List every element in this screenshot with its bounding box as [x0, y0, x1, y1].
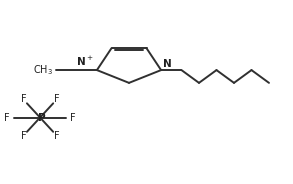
Text: F: F: [4, 113, 9, 123]
Text: F: F: [21, 131, 26, 141]
Text: N$^+$: N$^+$: [76, 55, 94, 68]
Text: F: F: [54, 131, 59, 141]
Text: F: F: [21, 94, 26, 104]
Text: F: F: [70, 113, 76, 123]
Text: P: P: [38, 113, 45, 123]
Text: N: N: [163, 59, 171, 69]
Text: F: F: [54, 94, 59, 104]
Text: CH$_3$: CH$_3$: [33, 63, 53, 77]
